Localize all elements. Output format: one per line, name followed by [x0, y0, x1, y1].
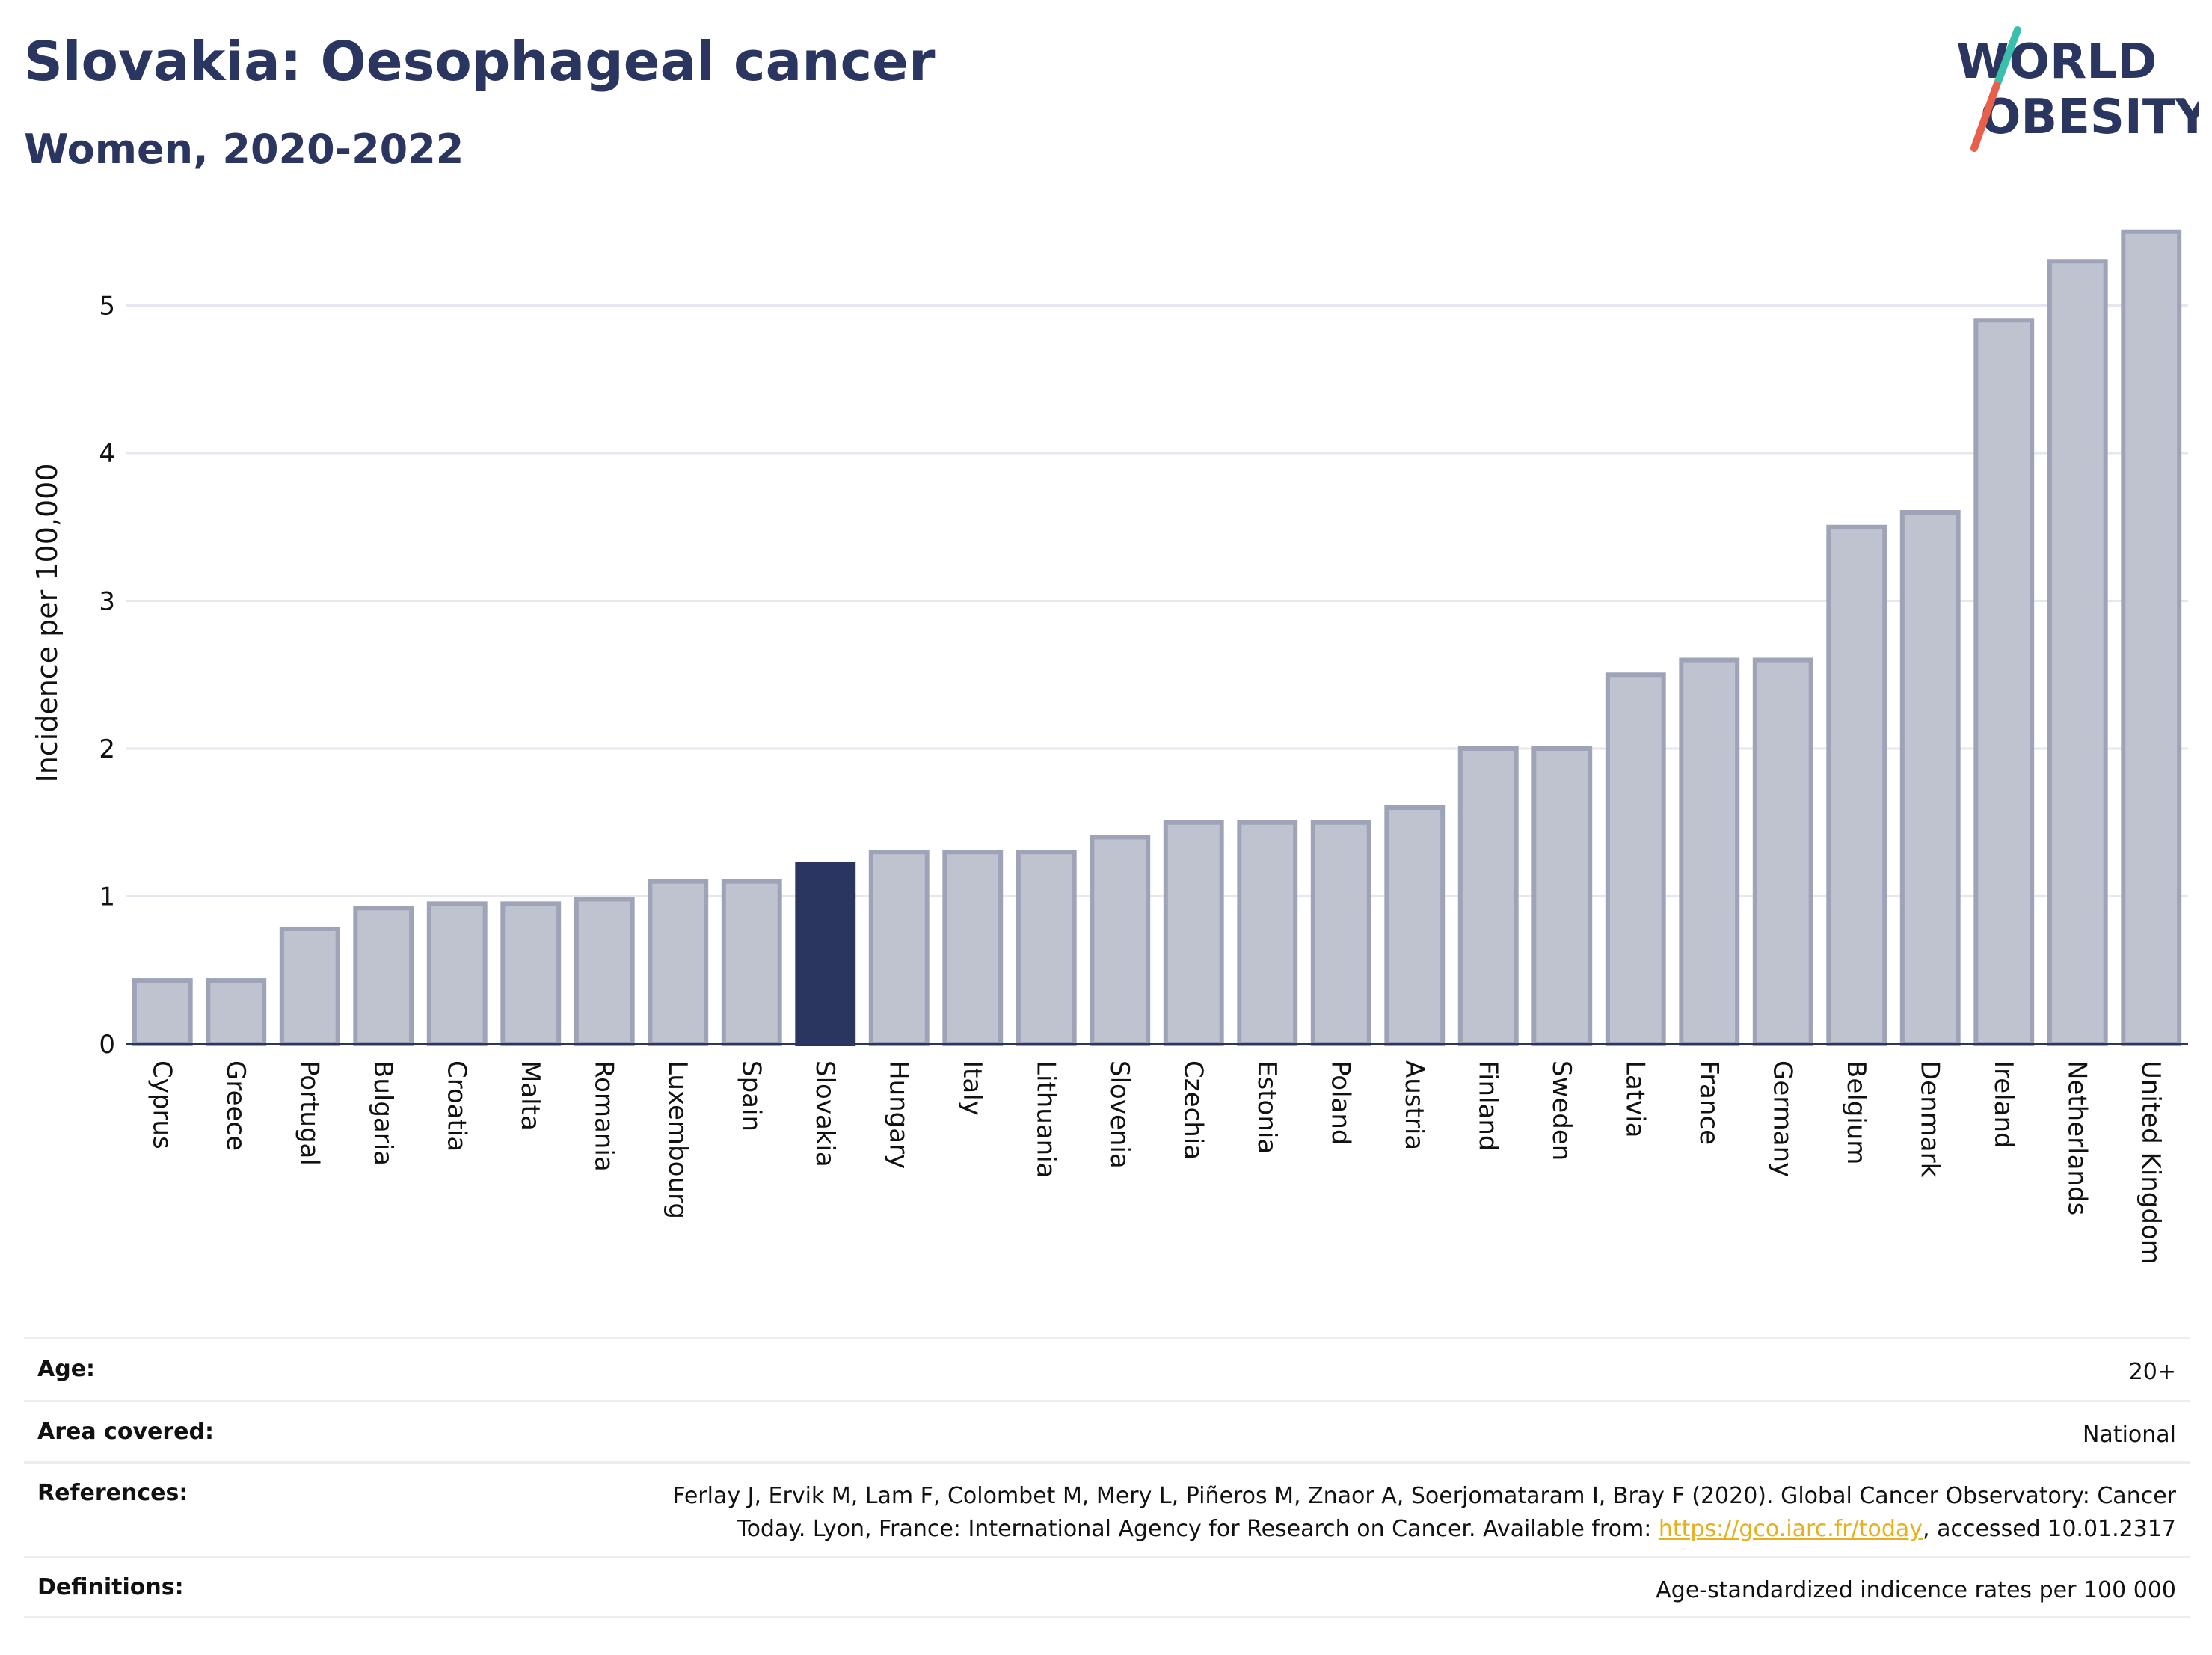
info-label: References:	[37, 1480, 188, 1506]
reference-link[interactable]: https://gco.iarc.fr/today	[1658, 1516, 1923, 1542]
world-obesity-logo: WORLD OBESITY	[1956, 26, 2199, 152]
x-tick-label: Belgium	[1841, 1060, 1871, 1164]
info-table: Age: 20+ Area covered: National Referenc…	[24, 1337, 2190, 1618]
bar-ireland	[1973, 318, 2035, 1046]
x-tick-label: Italy	[957, 1060, 987, 1116]
bar-slovenia	[1090, 835, 1151, 1046]
bar-cyprus	[132, 978, 193, 1046]
x-tick-label: Luxembourg	[663, 1060, 692, 1219]
bar-slovakia	[795, 862, 856, 1047]
reference-text-3: , accessed 10.01.2317	[1923, 1516, 2176, 1542]
bar-romania	[574, 897, 635, 1046]
bar-austria	[1384, 805, 1446, 1046]
y-tick-label: 2	[99, 734, 115, 764]
info-row-definitions: Definitions: Age-standardized indicence …	[24, 1556, 2190, 1618]
x-tick-label: Malta	[515, 1060, 545, 1131]
bar-luxembourg	[648, 879, 709, 1046]
x-tick-label: Slovenia	[1105, 1060, 1134, 1169]
bar-sweden	[1531, 746, 1593, 1046]
info-value-references: Ferlay J, Ervik M, Lam F, Colombet M, Me…	[672, 1480, 2176, 1546]
bar-czechia	[1163, 820, 1224, 1046]
info-row-references: References: Ferlay J, Ervik M, Lam F, Co…	[24, 1461, 2190, 1556]
bar-latvia	[1605, 672, 1666, 1046]
x-tick-label: Poland	[1325, 1060, 1355, 1146]
y-tick-label: 1	[99, 882, 115, 912]
x-tick-label: Romania	[589, 1060, 618, 1172]
bar-chart: 0 1 2 3 4 5 Incidence per 100,000 Cyprus Greece P…	[31, 229, 2188, 1265]
x-tick-label: Austria	[1399, 1060, 1429, 1150]
bar-finland	[1457, 746, 1519, 1046]
x-tick-label: France	[1694, 1060, 1724, 1145]
info-value: 20+	[2128, 1359, 2176, 1385]
x-tick-label: Ireland	[1988, 1060, 2018, 1149]
x-tick-label: Greece	[221, 1060, 251, 1151]
x-tick-label: United Kingdom	[2136, 1060, 2166, 1265]
info-row-age: Age: 20+	[24, 1337, 2190, 1400]
bar-lithuania	[1016, 850, 1077, 1046]
x-tick-label: Germany	[1767, 1060, 1797, 1177]
x-tick-label: Spain	[736, 1060, 766, 1132]
bar-hungary	[868, 850, 930, 1046]
bar-croatia	[426, 901, 488, 1046]
info-value: Age-standardized indicence rates per 100…	[1656, 1577, 2176, 1603]
info-label: Area covered:	[37, 1419, 214, 1445]
bar-malta	[500, 901, 562, 1046]
logo-line1: WORLD	[1956, 34, 2157, 90]
x-tick-label: Portugal	[294, 1060, 324, 1166]
bar-belgium	[1826, 524, 1887, 1046]
x-tick-label: Cyprus	[147, 1060, 176, 1149]
x-tick-label: Latvia	[1620, 1060, 1650, 1138]
bar-united-kingdom	[2121, 229, 2182, 1046]
info-value: National	[2082, 1422, 2176, 1448]
x-tick-label: Bulgaria	[368, 1060, 398, 1166]
x-tick-label: Hungary	[883, 1060, 913, 1169]
bar-denmark	[1899, 510, 1961, 1046]
x-tick-label: Denmark	[1914, 1060, 1944, 1178]
x-tick-label: Czechia	[1178, 1060, 1208, 1160]
bar-italy	[942, 850, 1004, 1046]
bar-germany	[1752, 657, 1813, 1046]
y-tick-label: 0	[99, 1030, 115, 1060]
info-label: Definitions:	[37, 1574, 184, 1600]
y-tick-label: 3	[99, 587, 115, 617]
bar-spain	[721, 879, 782, 1046]
logo-line2: OBESITY	[1980, 90, 2199, 145]
bar-portugal	[279, 926, 340, 1046]
bar-france	[1679, 657, 1740, 1046]
bar-greece	[206, 978, 267, 1046]
reference-text-1: Ferlay J, Ervik M, Lam F, Colombet M, Me…	[672, 1483, 2176, 1509]
x-tick-label: Netherlands	[2062, 1060, 2092, 1215]
info-row-area: Area covered: National	[24, 1400, 2190, 1461]
bar-poland	[1310, 820, 1371, 1046]
x-tick-label: Estonia	[1252, 1060, 1282, 1154]
bar-estonia	[1237, 820, 1298, 1046]
info-label: Age:	[37, 1356, 96, 1382]
bar-netherlands	[2047, 259, 2108, 1046]
bar-bulgaria	[353, 906, 414, 1047]
y-tick-label: 4	[99, 439, 115, 469]
x-tick-label: Finland	[1472, 1060, 1502, 1152]
reference-text-2: Today. Lyon, France: International Agenc…	[737, 1516, 1659, 1542]
x-tick-label: Lithuania	[1030, 1060, 1060, 1178]
chart-title: Slovakia: Oesophageal cancer	[24, 30, 936, 93]
y-axis-title: Incidence per 100,000	[31, 463, 64, 782]
x-tick-label: Croatia	[441, 1060, 471, 1152]
y-tick-label: 5	[99, 292, 115, 322]
x-tick-label: Sweden	[1546, 1060, 1576, 1161]
x-tick-label: Slovakia	[810, 1060, 840, 1167]
chart-subtitle: Women, 2020-2022	[24, 126, 464, 173]
